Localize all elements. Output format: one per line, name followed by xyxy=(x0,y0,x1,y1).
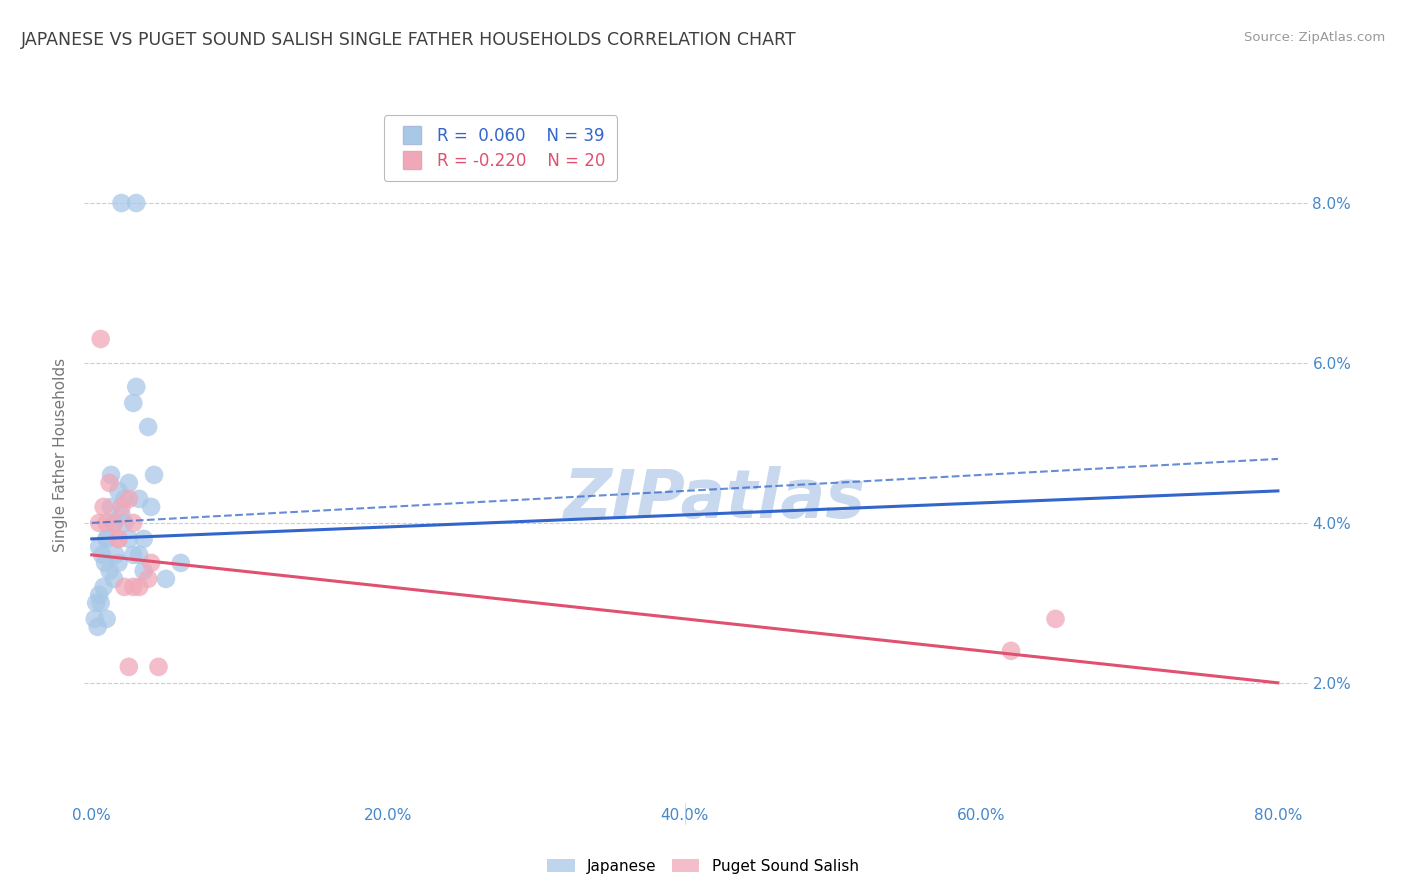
Point xyxy=(155,572,177,586)
Point xyxy=(132,564,155,578)
Point xyxy=(118,491,141,506)
Y-axis label: Single Father Households: Single Father Households xyxy=(53,358,69,552)
Point xyxy=(91,548,114,562)
Point xyxy=(110,508,132,522)
Text: ZIPatlas: ZIPatlas xyxy=(564,466,866,532)
Point xyxy=(136,420,159,434)
Point xyxy=(86,620,108,634)
Point xyxy=(96,612,118,626)
Point xyxy=(125,380,148,394)
Point xyxy=(103,516,125,530)
Point xyxy=(139,500,162,514)
Point xyxy=(84,596,107,610)
Point xyxy=(148,660,170,674)
Point xyxy=(1000,644,1022,658)
Point xyxy=(110,196,132,211)
Point xyxy=(98,564,121,578)
Point xyxy=(96,532,118,546)
Point xyxy=(104,548,127,562)
Legend: R =  0.060    N = 39, R = -0.220    N = 20: R = 0.060 N = 39, R = -0.220 N = 20 xyxy=(384,115,617,181)
Point xyxy=(90,332,112,346)
Point xyxy=(89,516,111,530)
Point xyxy=(93,500,115,514)
Point xyxy=(139,556,162,570)
Text: Source: ZipAtlas.com: Source: ZipAtlas.com xyxy=(1244,31,1385,45)
Point xyxy=(112,516,135,530)
Point xyxy=(94,556,117,570)
Point xyxy=(128,580,150,594)
Point xyxy=(112,580,135,594)
Point xyxy=(112,491,135,506)
Point xyxy=(170,556,193,570)
Point xyxy=(103,572,125,586)
Point xyxy=(122,580,145,594)
Text: JAPANESE VS PUGET SOUND SALISH SINGLE FATHER HOUSEHOLDS CORRELATION CHART: JAPANESE VS PUGET SOUND SALISH SINGLE FA… xyxy=(21,31,797,49)
Point xyxy=(128,491,150,506)
Point xyxy=(143,467,166,482)
Point xyxy=(100,467,122,482)
Point xyxy=(89,588,111,602)
Point xyxy=(93,580,115,594)
Point xyxy=(107,532,129,546)
Point xyxy=(118,475,141,490)
Point xyxy=(90,596,112,610)
Point xyxy=(98,475,121,490)
Point xyxy=(96,532,118,546)
Point xyxy=(122,396,145,410)
Point xyxy=(96,516,118,530)
Point xyxy=(89,540,111,554)
Point xyxy=(100,500,122,514)
Point xyxy=(128,548,150,562)
Point xyxy=(122,516,145,530)
Point xyxy=(1045,612,1067,626)
Point xyxy=(83,612,105,626)
Point xyxy=(132,532,155,546)
Point xyxy=(125,196,148,211)
Point xyxy=(136,572,159,586)
Legend: Japanese, Puget Sound Salish: Japanese, Puget Sound Salish xyxy=(541,853,865,880)
Point xyxy=(118,660,141,674)
Point xyxy=(118,532,141,546)
Point xyxy=(110,500,132,514)
Point xyxy=(107,532,129,546)
Point xyxy=(107,483,129,498)
Point xyxy=(122,548,145,562)
Point xyxy=(107,556,129,570)
Point xyxy=(103,516,125,530)
